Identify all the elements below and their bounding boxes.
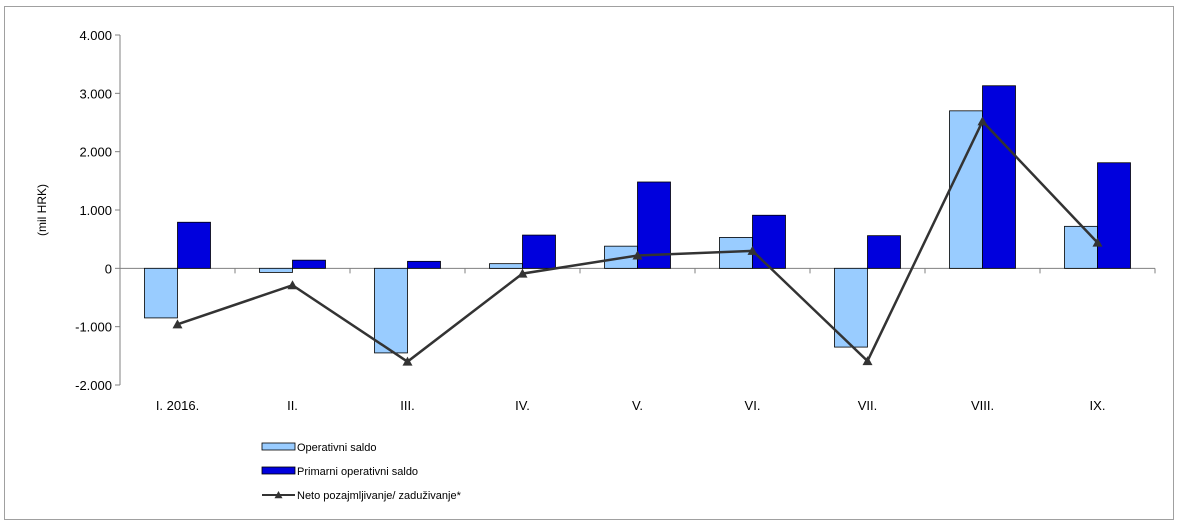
x-tick-label: I. 2016.	[156, 398, 199, 413]
line-point	[172, 319, 183, 329]
bars	[144, 85, 1131, 354]
bar	[292, 259, 326, 269]
x-tick-label: IX.	[1090, 398, 1106, 413]
legend-swatch	[261, 442, 296, 451]
line-point	[517, 268, 528, 278]
line-point	[747, 245, 758, 255]
y-tick-label: 2.000	[79, 145, 112, 160]
legend-label: Operativni saldo	[297, 442, 377, 454]
bar	[752, 214, 786, 269]
line-point	[402, 356, 413, 366]
bar	[522, 234, 556, 269]
y-tick-label: -1.000	[75, 320, 112, 335]
bar	[949, 110, 983, 269]
legend-label: Neto pozajmljivanje/ zaduživanje*	[297, 490, 462, 502]
legend-swatch	[261, 466, 296, 475]
y-axis-label: (mil HRK)	[35, 184, 49, 236]
x-tick-label: VI.	[745, 398, 761, 413]
bar	[259, 267, 293, 273]
bar	[407, 260, 441, 269]
bar	[489, 263, 523, 269]
x-tick-label: III.	[400, 398, 414, 413]
line-point	[632, 250, 643, 260]
tick-labels: 4.000 3.000 2.000 1.000 0 -1.000 -2.000 I. 2016…	[75, 28, 1105, 413]
legend-marker	[274, 491, 283, 499]
bar	[867, 235, 901, 269]
line-point	[977, 116, 988, 126]
line-point	[862, 356, 873, 366]
x-tick-label: VIII.	[971, 398, 994, 413]
bar	[177, 221, 211, 269]
bar	[144, 267, 178, 319]
x-tick-label: V.	[632, 398, 643, 413]
bar	[374, 267, 408, 354]
x-tick-label: II.	[287, 398, 298, 413]
line-point	[287, 280, 298, 290]
x-tick-label: IV.	[515, 398, 530, 413]
x-tick-label: VII.	[858, 398, 878, 413]
bar	[1064, 225, 1098, 269]
bar	[982, 85, 1016, 269]
legend-label: Primarni operativni saldo	[297, 466, 418, 478]
y-tick-label: 3.000	[79, 86, 112, 101]
line-point	[1092, 237, 1103, 247]
bar	[1097, 162, 1131, 269]
y-tick-label: 0	[105, 261, 112, 276]
line-series	[172, 116, 1103, 366]
legend: Operativni saldo Primarni operativni sald…	[261, 442, 462, 502]
y-tick-label: -2.000	[75, 378, 112, 393]
y-tick-label: 1.000	[79, 203, 112, 218]
y-tick-label: 4.000	[79, 28, 112, 43]
